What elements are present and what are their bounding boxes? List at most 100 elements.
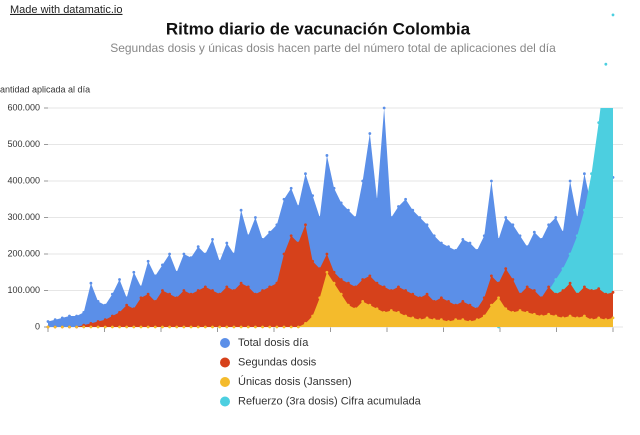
data-point [275, 223, 279, 227]
series-area [498, 108, 613, 327]
data-point [461, 238, 465, 241]
data-point [89, 281, 93, 285]
data-point [454, 303, 458, 307]
data-point [482, 314, 486, 318]
data-point [268, 325, 272, 329]
data-point [146, 292, 150, 296]
data-point [132, 307, 136, 311]
data-point [311, 259, 315, 263]
data-point [575, 234, 579, 238]
source-link[interactable]: Made with datamatic.io [10, 4, 123, 16]
data-point [368, 274, 372, 278]
data-point [475, 307, 479, 311]
data-point [225, 285, 229, 289]
data-point [161, 325, 164, 329]
data-point [325, 270, 329, 274]
data-point [182, 289, 186, 292]
data-point [554, 314, 558, 318]
data-point [597, 316, 601, 320]
legend-marker [220, 377, 230, 387]
data-point [361, 179, 365, 183]
data-point [232, 325, 236, 329]
data-point [597, 121, 601, 124]
data-point [161, 263, 164, 267]
data-point [125, 296, 129, 300]
data-point [504, 307, 508, 311]
data-point [389, 309, 393, 312]
data-point [325, 252, 329, 256]
data-point [361, 300, 365, 303]
series-area [48, 272, 613, 327]
data-point [389, 289, 393, 292]
data-point [540, 296, 543, 300]
data-point [218, 259, 222, 263]
data-point [110, 314, 114, 318]
legend-marker [220, 338, 230, 348]
data-point [268, 230, 272, 234]
data-point [225, 241, 229, 245]
data-point [482, 234, 486, 238]
data-point [168, 292, 171, 296]
data-point [397, 311, 400, 314]
data-point [332, 270, 336, 274]
data-point [168, 325, 171, 329]
data-point [568, 179, 572, 183]
data-point [547, 223, 551, 227]
data-point [518, 292, 522, 296]
data-point [268, 285, 272, 289]
data-point [611, 13, 615, 17]
data-point [289, 186, 293, 190]
data-point [511, 278, 515, 281]
data-point [561, 289, 565, 292]
data-point [382, 311, 386, 314]
data-point [332, 186, 336, 190]
data-point [89, 325, 93, 329]
data-point [282, 252, 286, 256]
data-point [511, 311, 515, 314]
data-point [296, 325, 300, 329]
data-point [318, 267, 322, 270]
data-point [282, 325, 286, 329]
data-point [461, 318, 465, 322]
data-point [490, 303, 493, 307]
data-point [218, 325, 222, 329]
data-point [46, 325, 50, 329]
data-point [375, 197, 379, 201]
data-point [153, 325, 157, 329]
data-point [375, 307, 379, 311]
data-point [82, 325, 86, 329]
data-point [246, 285, 250, 289]
data-point [432, 234, 436, 238]
data-point [203, 285, 207, 289]
data-point [175, 325, 179, 329]
data-point [547, 285, 551, 289]
data-point [304, 172, 307, 176]
data-point [132, 270, 136, 274]
data-point [96, 300, 100, 303]
data-point [53, 325, 57, 329]
data-point [461, 300, 465, 303]
data-point [590, 289, 593, 292]
data-point [532, 289, 536, 292]
data-point [203, 325, 207, 329]
data-point [332, 281, 336, 285]
data-point [554, 278, 558, 281]
y-tick-label: 300.000 [7, 212, 40, 222]
data-point [211, 289, 214, 292]
data-point [561, 316, 565, 320]
data-point [418, 318, 422, 322]
data-point [139, 296, 143, 300]
data-point [482, 296, 486, 300]
data-point [282, 197, 286, 201]
data-point [175, 296, 179, 300]
data-point [304, 321, 307, 325]
data-point [168, 252, 171, 256]
series-area [48, 108, 613, 327]
data-point [468, 303, 472, 307]
data-point [425, 292, 429, 296]
legend-marker [220, 357, 230, 368]
data-point [89, 321, 93, 325]
y-tick-label: 200.000 [7, 248, 40, 258]
data-point [261, 325, 264, 329]
data-point [447, 300, 450, 303]
